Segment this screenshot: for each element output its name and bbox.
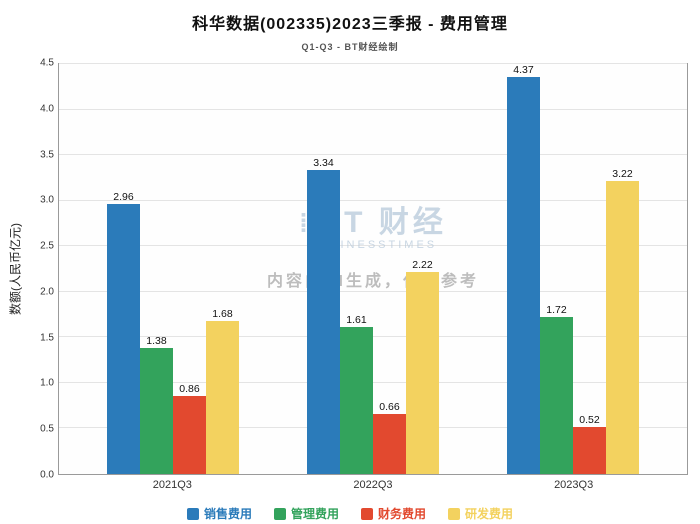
legend-label: 销售费用 — [203, 507, 252, 521]
chart-wrap: 数额(人民币亿元) 0.0 0.5 1.0 1.5 2.0 2.5 3.0 3.5 4.0 4.5… — [6, 58, 688, 481]
bar-column: 1.72 — [540, 64, 573, 474]
bar-value-label: 4.37 — [513, 64, 534, 76]
bar-column: 1.61 — [340, 64, 373, 474]
bar-column: 3.34 — [307, 64, 340, 474]
bar-value-label: 2.96 — [113, 191, 134, 204]
bar-研发费用-2023Q3 — [606, 180, 639, 474]
bar-value-label: 0.52 — [579, 413, 600, 426]
y-tick-label: 0.5 — [40, 423, 54, 435]
bar-group-2023Q3: 4.37 1.72 0.52 3.22 — [507, 64, 639, 474]
x-tick-label-2022Q3: 2022Q3 — [353, 479, 393, 491]
y-tick-label: 1.0 — [40, 377, 54, 389]
bar-value-label: 1.61 — [346, 314, 367, 327]
bar-销售费用-2021Q3 — [107, 204, 140, 474]
bar-column: 3.22 — [606, 64, 639, 474]
gridline — [59, 154, 687, 156]
x-tick-label-2023Q3: 2023Q3 — [554, 479, 594, 491]
bar-value-label: 0.86 — [179, 382, 200, 395]
y-tick-label: 4.0 — [40, 103, 54, 115]
y-tick-label: 3.0 — [40, 194, 54, 206]
y-axis-label-box: 数额(人民币亿元) — [6, 63, 24, 475]
bar-财务费用-2023Q3 — [573, 426, 606, 474]
bar-管理费用-2023Q3 — [540, 317, 573, 474]
y-tick-label: 3.5 — [40, 149, 54, 161]
bar-研发费用-2021Q3 — [206, 320, 239, 474]
x-axis-labels: 2021Q3 2022Q3 2023Q3 — [58, 479, 688, 491]
gridline — [59, 199, 687, 201]
gridline — [59, 336, 687, 338]
legend-item-财务费用: 财务费用 — [361, 505, 426, 522]
gridline — [59, 245, 687, 247]
bar-管理费用-2021Q3 — [140, 348, 173, 474]
bar-column: 0.52 — [573, 64, 606, 474]
legend-swatch-icon — [361, 507, 373, 520]
legend: 销售费用 管理费用 财务费用 研发费用 — [0, 505, 700, 522]
y-tick-label: 2.0 — [40, 286, 54, 298]
gridline — [59, 63, 687, 64]
bar-column: 1.68 — [206, 64, 239, 474]
y-tick-label: 0.0 — [40, 469, 54, 481]
bar-value-label: 3.34 — [313, 156, 334, 169]
legend-label: 管理费用 — [290, 507, 339, 521]
legend-swatch-icon — [186, 507, 199, 520]
bar-value-label: 3.22 — [612, 167, 633, 180]
legend-item-管理费用: 管理费用 — [273, 505, 339, 522]
legend-item-销售费用: 销售费用 — [186, 505, 252, 522]
bar-销售费用-2023Q3 — [507, 77, 540, 474]
y-tick-label: 2.5 — [40, 240, 54, 252]
legend-item-研发费用: 研发费用 — [448, 505, 513, 522]
bar-group-2022Q3: 3.34 1.61 0.66 2.22 — [307, 64, 439, 474]
legend-swatch-icon — [273, 507, 286, 520]
bar-column: 1.38 — [140, 64, 173, 474]
y-tick-label: 1.5 — [40, 332, 54, 344]
bar-value-label: 1.38 — [146, 335, 167, 348]
legend-label: 财务费用 — [378, 507, 427, 521]
x-tick-label-2021Q3: 2021Q3 — [152, 479, 192, 491]
bar-column: 0.86 — [173, 64, 206, 474]
legend-swatch-icon — [448, 507, 461, 520]
bar-研发费用-2022Q3 — [406, 271, 439, 474]
y-axis-ticks: 0.0 0.5 1.0 1.5 2.0 2.5 3.0 3.5 4.0 4.5 — [24, 58, 58, 481]
gridline — [59, 381, 687, 383]
gridline — [59, 290, 687, 292]
y-axis-label: 数额(人民币亿元) — [8, 223, 23, 315]
bar-财务费用-2021Q3 — [173, 395, 206, 474]
bar-value-label: 1.68 — [212, 307, 233, 320]
bar-column: 2.22 — [406, 64, 439, 474]
bar-column: 0.66 — [373, 64, 406, 474]
gridline — [59, 108, 687, 110]
bar-管理费用-2022Q3 — [340, 327, 373, 474]
bar-value-label: 2.22 — [412, 258, 433, 271]
bar-销售费用-2022Q3 — [307, 169, 340, 474]
bar-column: 2.96 — [107, 64, 140, 474]
bar-value-label: 0.66 — [379, 400, 400, 413]
legend-label: 研发费用 — [465, 507, 514, 521]
bar-财务费用-2022Q3 — [373, 413, 406, 474]
bar-group-2021Q3: 2.96 1.38 0.86 1.68 — [107, 64, 239, 474]
plot-area: ⁞:BT 财经 BUSINESSTIMES 内容由AI生成，仅供参考 2.961… — [58, 63, 688, 475]
y-tick-label: 4.5 — [40, 57, 54, 69]
chart-subtitle: Q1-Q3 - BT财经绘制 — [301, 42, 399, 52]
bar-groups: 2.96 1.38 0.86 1.68 3.34 1.61 0.66 2.22 4.37 1.72… — [59, 64, 687, 474]
chart-title: 科华数据(002335)2023三季报 - 费用管理 — [192, 16, 508, 33]
bar-value-label: 1.72 — [546, 304, 567, 317]
bar-column: 4.37 — [507, 64, 540, 474]
